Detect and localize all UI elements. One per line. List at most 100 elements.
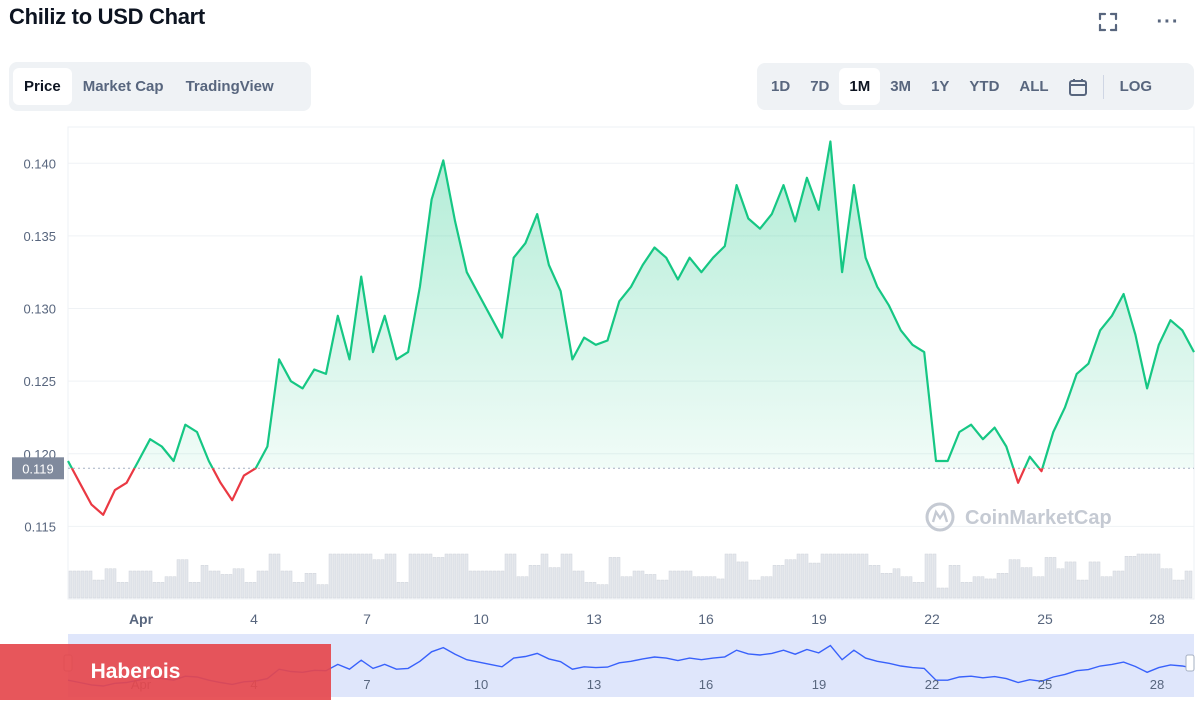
range-1m-button[interactable]: 1M xyxy=(839,68,881,105)
volume-bar xyxy=(716,578,721,599)
volume-bar xyxy=(672,570,677,599)
volume-bar xyxy=(860,553,865,599)
volume-bar xyxy=(412,553,417,599)
volume-bar xyxy=(604,584,609,599)
volume-bars xyxy=(68,553,1193,599)
volume-bar xyxy=(400,582,405,599)
range-selector: 1D 7D 1M 3M 1Y YTD ALL LOG xyxy=(757,63,1194,110)
volume-bar xyxy=(888,573,893,599)
volume-bar xyxy=(640,570,645,599)
volume-bar xyxy=(1140,553,1145,599)
volume-bar xyxy=(500,570,505,599)
range-all-button[interactable]: ALL xyxy=(1019,78,1049,95)
fullscreen-icon[interactable] xyxy=(1094,8,1122,36)
volume-bar xyxy=(192,582,197,599)
calendar-icon[interactable] xyxy=(1059,68,1097,105)
volume-bar xyxy=(760,576,765,599)
watermark: CoinMarketCap xyxy=(925,502,1112,532)
volume-bar xyxy=(976,576,981,599)
volume-bar xyxy=(300,582,305,599)
volume-bar xyxy=(720,578,725,599)
volume-bar xyxy=(292,582,297,599)
x-tick-label: 16 xyxy=(698,611,714,627)
volume-bar xyxy=(196,582,201,599)
volume-bar xyxy=(552,567,557,599)
volume-bar xyxy=(756,579,761,599)
tab-tradingview[interactable]: TradingView xyxy=(185,78,274,95)
volume-bar xyxy=(968,582,973,599)
volume-bar xyxy=(1144,553,1149,599)
volume-bar xyxy=(644,574,649,599)
volume-bar xyxy=(472,570,477,599)
volume-bar xyxy=(396,582,401,599)
volume-bar xyxy=(768,576,773,599)
volume-bar xyxy=(1060,568,1065,599)
volume-bar xyxy=(120,582,125,599)
volume-bar xyxy=(536,565,541,599)
volume-bar xyxy=(864,553,869,599)
range-3m-button[interactable]: 3M xyxy=(890,78,912,95)
log-scale-button[interactable]: LOG xyxy=(1119,78,1153,95)
volume-bar xyxy=(152,582,157,599)
volume-bar xyxy=(388,553,393,599)
y-tick-label: 0.130 xyxy=(23,302,56,317)
volume-bar xyxy=(252,582,257,599)
more-icon[interactable]: ··· xyxy=(1156,10,1180,33)
volume-bar xyxy=(260,570,265,599)
volume-bar xyxy=(992,578,997,599)
volume-bar xyxy=(132,570,137,599)
volume-bar xyxy=(540,553,545,599)
volume-bar xyxy=(772,565,777,599)
range-ytd-button[interactable]: YTD xyxy=(969,78,1000,95)
volume-bar xyxy=(584,582,589,599)
volume-bar xyxy=(444,553,449,599)
volume-bar xyxy=(652,574,657,599)
volume-bar xyxy=(456,553,461,599)
volume-bar xyxy=(1108,576,1113,599)
volume-bar xyxy=(788,559,793,599)
volume-bar xyxy=(332,553,337,599)
volume-bar xyxy=(656,579,661,599)
x-tick-label: 19 xyxy=(811,611,827,627)
range-1d-button[interactable]: 1D xyxy=(771,78,791,95)
range-7d-button[interactable]: 7D xyxy=(810,78,830,95)
tab-market-cap[interactable]: Market Cap xyxy=(82,78,164,95)
volume-bar xyxy=(776,565,781,599)
volume-bar xyxy=(1032,576,1037,599)
tab-price[interactable]: Price xyxy=(13,68,72,105)
price-line-down xyxy=(70,468,1044,516)
plot-frame xyxy=(67,126,1195,600)
volume-bar xyxy=(224,574,229,599)
volume-bar xyxy=(284,570,289,599)
volume-bar xyxy=(928,553,933,599)
volume-bar xyxy=(588,582,593,599)
volume-bar xyxy=(208,570,213,599)
volume-bar xyxy=(704,576,709,599)
volume-bar xyxy=(832,553,837,599)
volume-bar xyxy=(932,553,937,599)
navigator-handle-right[interactable] xyxy=(1185,654,1195,672)
volume-bar xyxy=(740,561,745,599)
volume-bar xyxy=(792,559,797,599)
volume-bar xyxy=(360,553,365,599)
haberois-banner: Haberois xyxy=(0,644,331,700)
volume-bar xyxy=(216,570,221,599)
volume-bar xyxy=(840,553,845,599)
volume-bar xyxy=(328,553,333,599)
volume-bar xyxy=(144,570,149,599)
volume-bar xyxy=(936,587,941,599)
volume-bar xyxy=(724,553,729,599)
volume-bar xyxy=(620,576,625,599)
volume-bar xyxy=(316,584,321,599)
volume-bar xyxy=(176,559,181,599)
volume-bar xyxy=(1116,570,1121,599)
volume-bar xyxy=(808,562,813,599)
volume-bar xyxy=(344,553,349,599)
volume-bar xyxy=(280,570,285,599)
volume-bar xyxy=(468,570,473,599)
y-tick-label: 0.115 xyxy=(24,519,56,534)
volume-bar xyxy=(532,565,537,599)
volume-bar xyxy=(228,574,233,599)
range-1y-button[interactable]: 1Y xyxy=(931,78,950,95)
volume-bar xyxy=(924,553,929,599)
